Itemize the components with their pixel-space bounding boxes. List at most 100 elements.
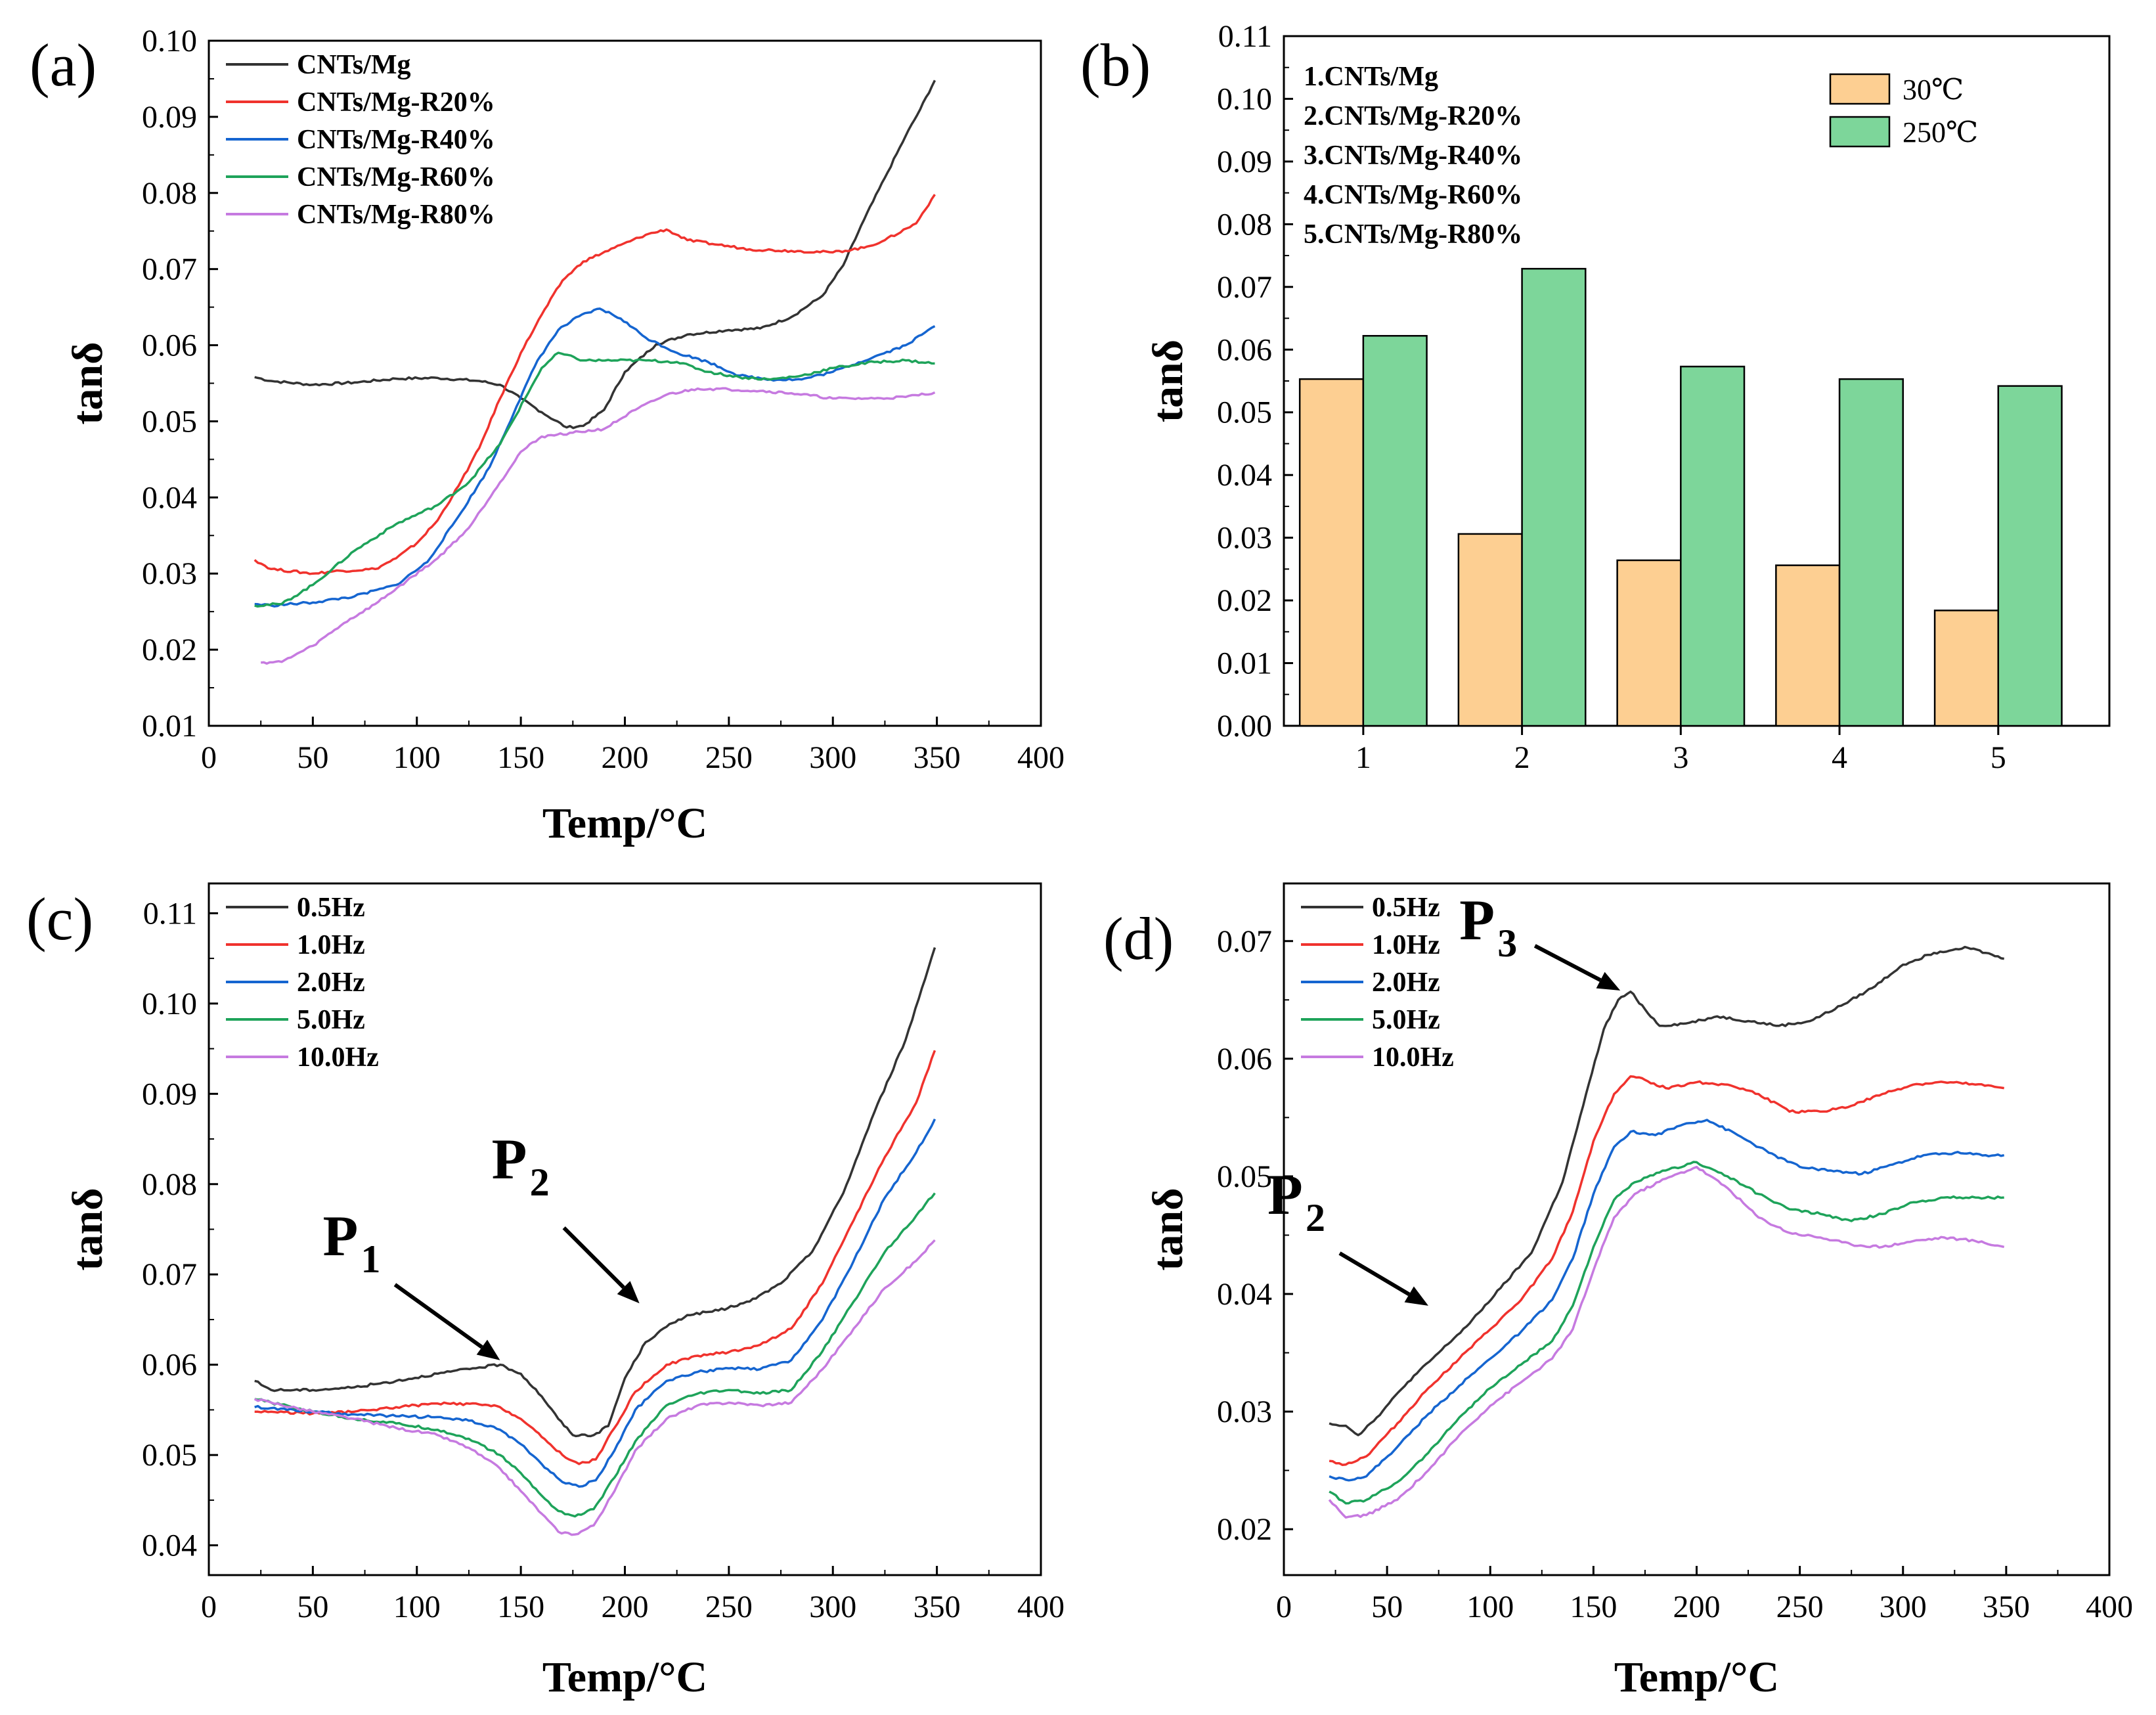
sample-name: 1.CNTs/Mg: [1304, 62, 1438, 92]
y-tick-label: 0.08: [142, 176, 197, 211]
panel-label: (c): [26, 885, 93, 952]
series-line-CNTs/Mg-R80%: [261, 387, 936, 665]
x-axis-title: Temp/°C: [542, 799, 707, 847]
annotation-arrow: [1533, 944, 1602, 982]
bar-30℃-4: [1775, 564, 1841, 727]
annotation-subscript: 2: [530, 1161, 550, 1204]
y-tick-label: 0.04: [142, 1528, 197, 1563]
annotation-arrow: [562, 1226, 625, 1289]
y-tick-label: 0.03: [142, 556, 197, 591]
y-tick-label: 0.02: [1217, 1512, 1272, 1547]
panel-label: (b): [1080, 32, 1151, 99]
y-tick-label: 0.02: [1217, 583, 1272, 618]
legend-label: 250℃: [1903, 116, 1978, 148]
x-tick-label: 150: [1570, 1590, 1617, 1624]
sample-name: 2.CNTs/Mg-R20%: [1304, 101, 1522, 131]
legend-label: 2.0Hz: [1372, 968, 1440, 998]
x-tick-label: 1: [1355, 740, 1371, 775]
annotation-label: P: [322, 1205, 358, 1268]
y-tick-label: 0.07: [142, 252, 197, 287]
x-tick-label: 300: [809, 740, 856, 775]
legend-label: 10.0Hz: [297, 1042, 379, 1073]
y-tick-label: 0.04: [142, 480, 197, 515]
x-tick-label: 200: [602, 1590, 649, 1624]
y-tick-label: 0.10: [142, 987, 197, 1021]
legend-swatch: [1829, 73, 1891, 105]
y-tick-label: 0.00: [1217, 709, 1272, 744]
annotation-subscript: 2: [1306, 1196, 1325, 1239]
x-tick-label: 250: [705, 740, 753, 775]
annotation-arrowhead: [1404, 1286, 1428, 1306]
y-tick-label: 0.06: [1217, 1042, 1272, 1077]
y-tick-label: 0.06: [142, 1348, 197, 1383]
x-tick-label: 400: [1017, 1590, 1065, 1624]
y-tick-label: 0.11: [1218, 19, 1272, 54]
panel-c: (c) tanδ Temp/°C 0 50 100 150 200 250 300 350 400 0.…: [26, 882, 1065, 1701]
y-axis-title: tanδ: [1144, 1188, 1192, 1271]
y-axis-title: tanδ: [1144, 340, 1192, 422]
x-tick-label: 100: [1466, 1590, 1514, 1624]
bar-250℃-3: [1680, 365, 1746, 727]
x-tick-label: 250: [705, 1590, 753, 1624]
x-tick-label: 350: [913, 740, 961, 775]
y-tick-label: 0.09: [142, 1077, 197, 1111]
bar-250℃-1: [1362, 335, 1428, 727]
x-axis-title: Temp/°C: [542, 1653, 707, 1701]
y-tick-label: 0.03: [1217, 521, 1272, 556]
y-tick-label: 0.07: [1217, 924, 1272, 959]
y-tick-label: 0.10: [142, 24, 197, 58]
legend-label: 5.0Hz: [1372, 1005, 1440, 1035]
panel-label: (a): [30, 32, 97, 99]
y-tick-label: 0.05: [142, 404, 197, 439]
y-tick-label: 0.01: [1217, 646, 1272, 681]
legend-label: CNTs/Mg-R80%: [297, 200, 495, 230]
series-line-5.0Hz: [1329, 1161, 2004, 1505]
x-tick-label: 3: [1673, 740, 1688, 775]
sample-name: 5.CNTs/Mg-R80%: [1304, 219, 1522, 250]
bar-30℃-2: [1457, 533, 1523, 727]
bar-30℃-5: [1933, 610, 2000, 727]
y-tick-label: 0.05: [142, 1438, 197, 1473]
sample-name: 4.CNTs/Mg-R60%: [1304, 180, 1522, 210]
x-tick-label: 400: [1017, 740, 1065, 775]
x-tick-label: 150: [497, 740, 544, 775]
series-line-CNTs/Mg-R60%: [254, 351, 935, 608]
x-tick-label: 0: [201, 740, 217, 775]
series-line-2.0Hz: [254, 1119, 936, 1488]
bar-250℃-5: [1997, 385, 2063, 727]
annotation-subscript: 1: [361, 1237, 380, 1281]
y-tick-label: 0.11: [143, 896, 197, 931]
x-tick-label: 50: [1371, 1590, 1403, 1624]
panel-d: (d) tanδ Temp/°C 0 50 100 150 200 250 300 350 400 0.…: [1103, 882, 2133, 1701]
y-axis-title: tanδ: [64, 342, 112, 425]
x-tick-label: 50: [297, 1590, 328, 1624]
x-tick-label: 400: [2086, 1590, 2133, 1624]
x-tick-label: 300: [809, 1590, 856, 1624]
x-tick-label: 0: [201, 1590, 217, 1624]
annotation-label: P: [1459, 889, 1495, 952]
x-tick-label: 350: [913, 1590, 961, 1624]
bar-30℃-3: [1616, 559, 1682, 727]
y-tick-label: 0.06: [1217, 332, 1272, 367]
x-tick-label: 350: [1983, 1590, 2030, 1624]
bar-250℃-2: [1521, 267, 1587, 727]
legend-label: CNTs/Mg-R60%: [297, 162, 495, 192]
series-line-0.5Hz: [1329, 945, 2004, 1437]
annotation-label: P: [492, 1128, 527, 1192]
legend-label: 5.0Hz: [297, 1005, 365, 1035]
panel-a: (a) tanδ Temp/°C 0 50 100 150 200 250 300 350 400 0.…: [30, 24, 1065, 847]
series-line-10.0Hz: [253, 1239, 936, 1536]
series-line-1.0Hz: [254, 1050, 936, 1465]
x-tick-label: 2: [1514, 740, 1530, 775]
bar-250℃-4: [1838, 378, 1904, 727]
y-axis-title: tanδ: [64, 1188, 112, 1271]
x-tick-label: 5: [1991, 740, 2006, 775]
y-tick-label: 0.10: [1217, 81, 1272, 116]
bar-30℃-1: [1298, 378, 1365, 727]
legend-label: 1.0Hz: [297, 930, 365, 960]
x-tick-label: 250: [1776, 1590, 1824, 1624]
x-tick-label: 100: [393, 1590, 441, 1624]
legend-label: CNTs/Mg: [297, 50, 410, 80]
x-tick-label: 100: [393, 740, 441, 775]
